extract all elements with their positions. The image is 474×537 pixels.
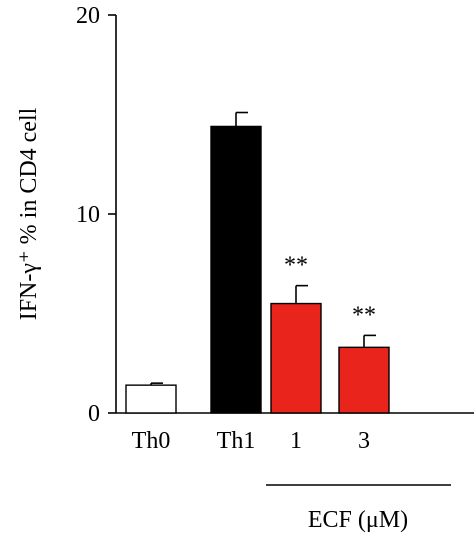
bars: ** ** — [125, 111, 390, 414]
y-axis: 0 10 20 — [76, 3, 117, 427]
x-tick-label-Th1: Th1 — [217, 428, 256, 454]
category-labels: Th0 Th1 1 3 — [132, 428, 370, 454]
bar-3 — [338, 346, 390, 414]
group-label: ECF (μM) — [308, 507, 408, 533]
x-tick-label-3: 3 — [358, 428, 370, 454]
group-annotation: ECF (μM) — [266, 484, 451, 533]
significance-label-3: ** — [352, 302, 376, 328]
x-tick-label-Th0: Th0 — [132, 428, 171, 454]
x-tick-label-1: 1 — [290, 428, 302, 454]
y-tick-label-10: 10 — [76, 202, 100, 228]
bar-Th0 — [125, 384, 177, 414]
bar-1 — [270, 302, 322, 414]
significance-label-1: ** — [284, 253, 308, 279]
y-tick-label-20: 20 — [76, 3, 100, 29]
y-tick-label-0: 0 — [88, 401, 100, 427]
bar-Th1 — [210, 125, 262, 414]
y-axis-title: IFN-γ⁺ % in CD4 cell — [16, 107, 42, 320]
